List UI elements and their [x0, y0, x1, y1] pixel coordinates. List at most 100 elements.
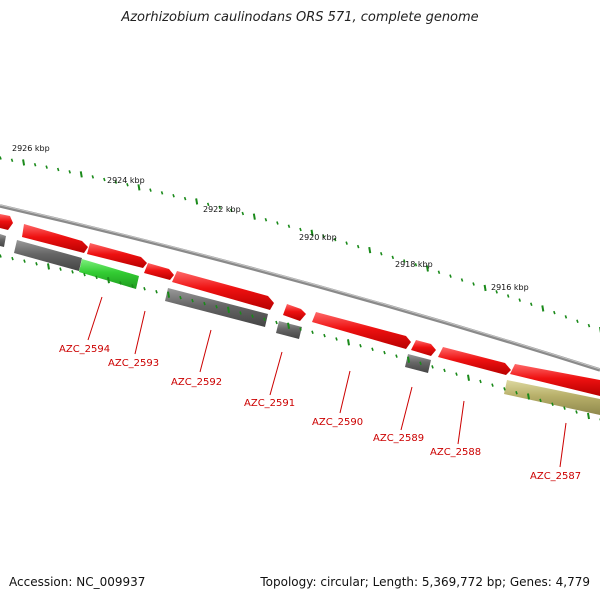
minor-tick [179, 295, 182, 300]
minor-tick [126, 182, 129, 187]
minor-tick [155, 289, 158, 294]
minor-tick [563, 406, 566, 410]
minor-tick [59, 267, 62, 271]
gene-reverse[interactable] [276, 321, 302, 339]
gene-label[interactable]: AZC_2591 [244, 398, 295, 409]
gene-leader-line [339, 370, 351, 414]
minor-tick [311, 330, 314, 335]
gene-label[interactable]: AZC_2593 [108, 358, 159, 369]
gene-leader-line [199, 329, 212, 373]
gene-label[interactable]: AZC_2594 [59, 344, 110, 355]
minor-tick [371, 347, 374, 351]
gene-forward[interactable] [144, 263, 174, 280]
minor-tick [149, 188, 152, 192]
minor-tick [479, 379, 482, 384]
gene-leader-line [269, 351, 283, 396]
gene-forward[interactable] [438, 347, 511, 375]
gene-leader-line [559, 422, 567, 468]
minor-tick [455, 372, 458, 376]
gene-reverse[interactable] [405, 354, 431, 373]
minor-tick [518, 298, 521, 302]
gene-label[interactable]: AZC_2589 [373, 433, 424, 444]
minor-tick [359, 344, 362, 348]
minor-tick [172, 193, 175, 198]
gene-leader-lines [87, 296, 567, 468]
minor-tick [335, 337, 338, 341]
gene-forward[interactable] [283, 304, 306, 321]
minor-tick [391, 255, 395, 260]
minor-tick [23, 259, 26, 263]
gene-forward[interactable] [87, 243, 147, 268]
gene-label[interactable]: AZC_2587 [530, 471, 581, 482]
minor-tick [276, 221, 279, 225]
gene-forward[interactable] [172, 271, 274, 310]
major-tick [467, 374, 470, 381]
minor-tick [299, 227, 302, 232]
gene-forward[interactable] [510, 364, 600, 396]
major-tick [167, 291, 170, 298]
gene-reverse[interactable] [504, 380, 600, 415]
minor-tick [395, 354, 398, 358]
minor-tick [287, 224, 291, 228]
gene-forward[interactable] [312, 312, 411, 349]
minor-tick [11, 256, 14, 261]
gene-reverse[interactable] [14, 240, 82, 271]
gene-forward[interactable] [22, 224, 88, 253]
minor-tick [460, 278, 464, 282]
major-tick [287, 322, 290, 329]
gene-leader-line [400, 386, 413, 431]
minor-tick [264, 218, 268, 222]
accession-label: Accession: NC_009937 [9, 575, 146, 589]
major-tick [368, 246, 372, 254]
major-tick [195, 198, 199, 205]
major-tick [425, 265, 429, 272]
minor-tick [356, 244, 360, 249]
minor-tick [539, 398, 542, 403]
minor-tick [403, 259, 406, 263]
minor-tick [443, 368, 446, 373]
scale-label: 2920 kbp [299, 233, 337, 242]
gene-forward[interactable] [411, 340, 436, 356]
minor-tick [119, 281, 122, 285]
scale-ticks-inner [0, 254, 600, 422]
gene-label[interactable]: AZC_2588 [430, 447, 481, 458]
gene-leader-line [457, 400, 465, 445]
major-tick [79, 171, 83, 178]
minor-tick [103, 177, 106, 182]
minor-tick [230, 208, 233, 213]
minor-tick [114, 180, 118, 184]
minor-tick [35, 262, 38, 266]
gene-forward[interactable] [0, 214, 13, 230]
major-tick [310, 229, 314, 236]
minor-tick [203, 301, 206, 306]
minor-tick [449, 274, 452, 278]
minor-tick [437, 270, 441, 275]
minor-tick [206, 202, 210, 207]
gene-reverse-highlighted[interactable] [79, 259, 139, 289]
gene-reverse[interactable] [0, 234, 6, 247]
minor-tick [0, 254, 2, 258]
minor-tick [45, 165, 48, 169]
minor-tick [515, 390, 518, 395]
minor-tick [160, 191, 164, 195]
gene-label[interactable]: AZC_2592 [171, 377, 222, 388]
minor-tick [263, 317, 266, 322]
minor-tick [322, 234, 325, 238]
minor-tick [91, 175, 95, 179]
gene-leader-line [134, 310, 146, 355]
major-tick [407, 356, 410, 363]
minor-tick [215, 304, 218, 309]
gene-leader-line [87, 296, 103, 341]
major-tick [541, 305, 545, 312]
scale-label: 2924 kbp [107, 176, 145, 185]
minor-tick [414, 262, 418, 267]
major-tick [22, 159, 26, 166]
genome-backbone-highlight [0, 204, 600, 370]
major-tick [47, 263, 50, 270]
reverse-strand-genes [0, 234, 600, 415]
scale-labels: 2926 kbp 2924 kbp 2922 kbp 2920 kbp 2918 kbp… [12, 144, 529, 292]
minor-tick [0, 156, 2, 160]
gene-label[interactable]: AZC_2590 [312, 417, 363, 428]
scale-ticks-outer [0, 156, 600, 334]
minor-tick [345, 241, 348, 245]
